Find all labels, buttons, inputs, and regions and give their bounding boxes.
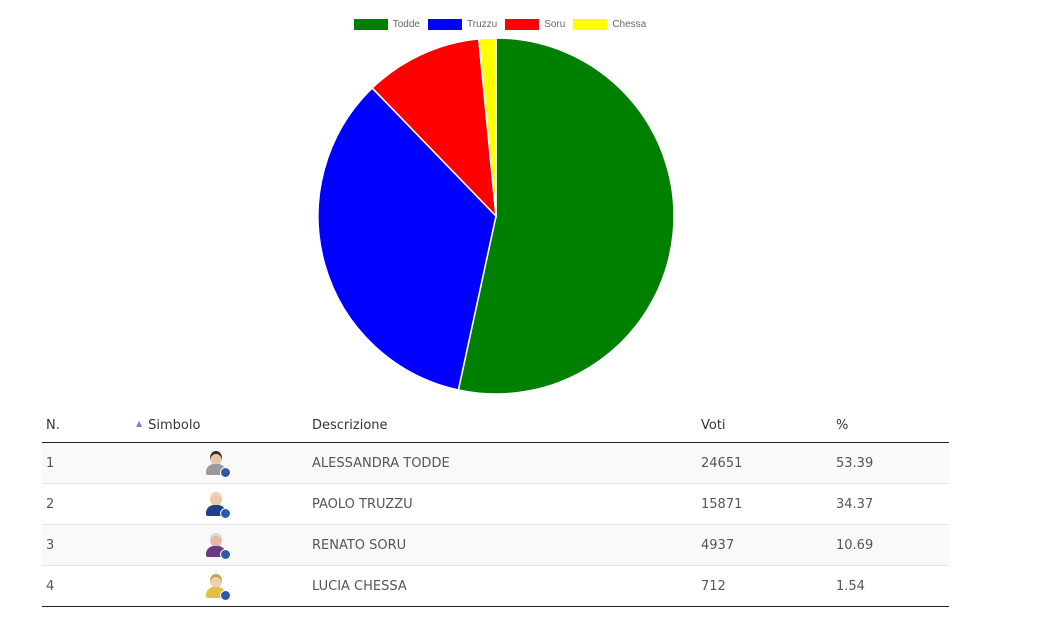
party-badge-icon [220, 590, 231, 601]
header-simbolo[interactable]: ▲ Simbolo [116, 409, 308, 443]
cell-voti: 24651 [697, 442, 832, 484]
cell-voti: 15871 [697, 483, 832, 525]
legend-label: Soru [544, 18, 566, 30]
cell-descrizione: LUCIA CHESSA [308, 565, 697, 607]
cell-voti: 712 [697, 565, 832, 607]
cell-voti: 4937 [697, 524, 832, 566]
cell-descrizione: PAOLO TRUZZU [308, 483, 697, 525]
party-badge-icon [220, 467, 231, 478]
table-header-row: N. ▲ Simbolo Descrizione Voti % [42, 409, 949, 443]
legend-swatch [353, 18, 388, 30]
legend-label: Truzzu [467, 18, 498, 30]
legend-item[interactable]: Todde [353, 18, 420, 30]
table-row[interactable]: 1 ALESSANDRA TODDE 24651 53.39 [42, 442, 949, 484]
table-row[interactable]: 2 PAOLO TRUZZU 15871 34.37 [42, 483, 949, 525]
cell-percent: 1.54 [832, 565, 949, 607]
legend-item[interactable]: Soru [505, 18, 566, 30]
cell-percent: 53.39 [832, 442, 949, 484]
cell-n: 2 [42, 483, 116, 525]
legend-item[interactable]: Truzzu [428, 18, 498, 30]
results-table: N. ▲ Simbolo Descrizione Voti % 1 ALESSAND… [42, 409, 949, 607]
header-voti[interactable]: Voti [697, 409, 832, 443]
party-badge-icon [220, 508, 231, 519]
cell-n: 4 [42, 565, 116, 607]
sort-up-icon: ▲ [136, 419, 143, 428]
legend-item[interactable]: Chessa [573, 18, 647, 30]
pie-chart [317, 37, 675, 395]
header-n[interactable]: N. [42, 409, 116, 443]
candidate-photo-icon [204, 572, 231, 601]
cell-simbolo [116, 442, 308, 484]
candidate-photo-icon [204, 449, 231, 478]
cell-percent: 34.37 [832, 483, 949, 525]
header-percent[interactable]: % [832, 409, 949, 443]
legend-label: Todde [392, 18, 420, 30]
header-descrizione[interactable]: Descrizione [308, 409, 697, 443]
cell-simbolo [116, 483, 308, 525]
legend-swatch [428, 18, 462, 30]
cell-n: 1 [42, 442, 116, 484]
cell-simbolo [116, 565, 308, 607]
chart-legend: Todde Truzzu Soru Chessa [340, 16, 660, 32]
legend-swatch [573, 18, 608, 30]
legend-swatch [505, 18, 540, 30]
cell-simbolo [116, 524, 308, 566]
party-badge-icon [220, 549, 231, 560]
table-row[interactable]: 3 RENATO SORU 4937 10.69 [42, 524, 949, 566]
pie-slice-soru[interactable] [371, 38, 497, 219]
cell-percent: 10.69 [832, 524, 949, 566]
cell-descrizione: RENATO SORU [308, 524, 697, 566]
candidate-photo-icon [204, 490, 231, 519]
pie-slice-truzzu[interactable] [317, 86, 497, 391]
cell-descrizione: ALESSANDRA TODDE [308, 442, 697, 484]
legend-label: Chessa [612, 18, 647, 30]
pie-slice-chessa[interactable] [477, 37, 497, 217]
pie-slice-todde[interactable] [457, 37, 675, 395]
cell-n: 3 [42, 524, 116, 566]
table-row[interactable]: 4 LUCIA CHESSA 712 1.54 [42, 565, 949, 607]
candidate-photo-icon [204, 531, 231, 560]
